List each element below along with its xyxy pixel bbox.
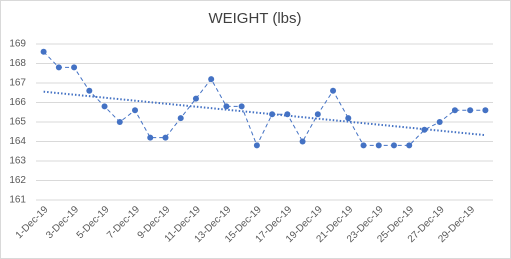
marker [55, 64, 62, 71]
y-tick-label: 168 [9, 58, 26, 69]
marker [177, 115, 184, 122]
marker [482, 107, 489, 114]
marker [71, 64, 78, 71]
marker [299, 138, 306, 145]
marker [269, 111, 276, 118]
y-tick-label: 169 [9, 39, 26, 50]
series-line [43, 51, 486, 147]
marker [436, 119, 443, 125]
marker [421, 126, 428, 133]
marker [238, 103, 245, 110]
y-tick-label: 163 [9, 156, 26, 167]
marker [451, 107, 458, 114]
marker [223, 103, 230, 110]
marker [375, 142, 382, 149]
marker [345, 115, 352, 122]
y-tick-label: 166 [9, 97, 26, 108]
marker [147, 134, 154, 141]
y-tick-label: 164 [9, 136, 26, 147]
marker [162, 134, 169, 141]
y-tick-label: 165 [9, 117, 26, 128]
marker [86, 87, 93, 94]
marker [284, 111, 291, 118]
marker [390, 142, 397, 149]
y-tick-label: 167 [9, 78, 26, 89]
marker [116, 119, 123, 125]
marker [101, 103, 108, 110]
y-tick-label: 161 [9, 195, 26, 206]
y-tick-label: 162 [9, 175, 26, 186]
marker [406, 142, 413, 149]
chart-title: WEIGHT (lbs) [208, 10, 301, 27]
marker [314, 111, 321, 118]
marker [40, 48, 47, 55]
marker [360, 142, 367, 149]
marker [253, 142, 260, 149]
trendline [43, 90, 486, 137]
marker [330, 87, 337, 94]
marker [467, 107, 474, 114]
marker [192, 95, 199, 102]
marker [132, 107, 139, 114]
marker [208, 76, 215, 83]
